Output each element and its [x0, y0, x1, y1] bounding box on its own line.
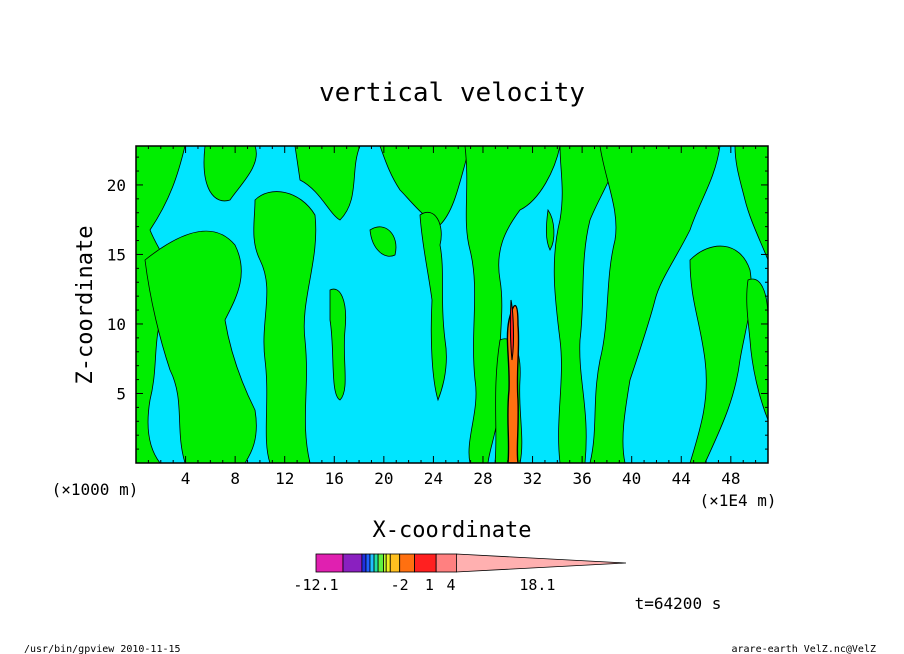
y-tick-label: 10	[107, 315, 126, 334]
colorbar-tick-label: 18.1	[519, 576, 555, 594]
colorbar-segment	[435, 553, 457, 573]
positive-region	[545, 208, 555, 251]
x-tick-label: 24	[424, 469, 443, 488]
positive-region	[203, 146, 257, 202]
positive-region	[369, 226, 397, 257]
positive-region	[329, 288, 347, 401]
y-tick-label: 5	[116, 384, 126, 403]
colorbar-segment	[361, 553, 367, 573]
colorbar-segment	[389, 553, 401, 573]
x-tick-label: 20	[374, 469, 393, 488]
colorbar-segment	[369, 553, 375, 573]
updraft-core-region	[506, 304, 520, 463]
footer-right: arare-earth_VelZ.nc@VelZ	[732, 644, 877, 654]
colorbar-tick-label: -12.1	[293, 576, 338, 594]
x-tick-label: 32	[523, 469, 542, 488]
positive-region	[464, 146, 561, 463]
x-tick-label: 4	[181, 469, 191, 488]
colorbar-tick-label: 4	[446, 576, 455, 594]
positive-region	[144, 230, 257, 463]
x-unit-left: (×1000 m)	[52, 480, 139, 499]
colorbar	[315, 553, 627, 573]
plot-area	[135, 145, 769, 464]
chart-title: vertical velocity	[319, 78, 585, 108]
positive-region	[294, 146, 361, 221]
x-tick-label: 44	[672, 469, 691, 488]
colorbar-segment	[383, 553, 387, 573]
colorbar-segment	[315, 553, 344, 573]
positive-region	[419, 212, 447, 402]
y-tick-label: 20	[107, 176, 126, 195]
y-axis-label: Z-coordinate	[73, 226, 98, 385]
x-unit-right: (×1E4 m)	[699, 491, 776, 510]
x-tick-label: 12	[275, 469, 294, 488]
x-tick-label: 48	[721, 469, 740, 488]
colorbar-segment	[342, 553, 363, 573]
x-axis-label: X-coordinate	[373, 518, 532, 543]
colorbar-segment	[377, 553, 384, 573]
y-tick-label: 15	[107, 245, 126, 264]
positive-region	[689, 245, 752, 463]
x-tick-label: 36	[572, 469, 591, 488]
colorbar-arrow	[456, 553, 627, 573]
colorbar-segment	[373, 553, 379, 573]
x-tick-label: 16	[325, 469, 344, 488]
x-axis: 4 8 12 16 20 24 28 32 36 40 44 48	[147, 146, 757, 488]
colorbar-segment	[365, 553, 371, 573]
footer-left: /usr/bin/gpview 2010-11-15	[24, 644, 181, 654]
updraft-core	[506, 299, 520, 463]
y-axis: 5 10 15 20	[107, 156, 768, 450]
colorbar-tick-label: -2	[391, 576, 409, 594]
colorbar-tick-labels: -12.1 -2 1 4 18.1	[293, 576, 555, 594]
colorbar-tick-label: 1	[425, 576, 434, 594]
positive-velocity-regions	[136, 146, 768, 463]
time-label: t=64200 s	[635, 594, 722, 613]
x-tick-label: 28	[473, 469, 492, 488]
colorbar-segment	[385, 553, 391, 573]
plot-frame	[135, 145, 769, 464]
positive-region	[746, 278, 768, 421]
colorbar-segment	[399, 553, 415, 573]
colorbar-segment	[414, 553, 437, 573]
x-tick-label: 8	[230, 469, 240, 488]
updraft-core-peak	[509, 299, 515, 361]
positive-region	[589, 146, 721, 463]
x-tick-label: 40	[622, 469, 641, 488]
